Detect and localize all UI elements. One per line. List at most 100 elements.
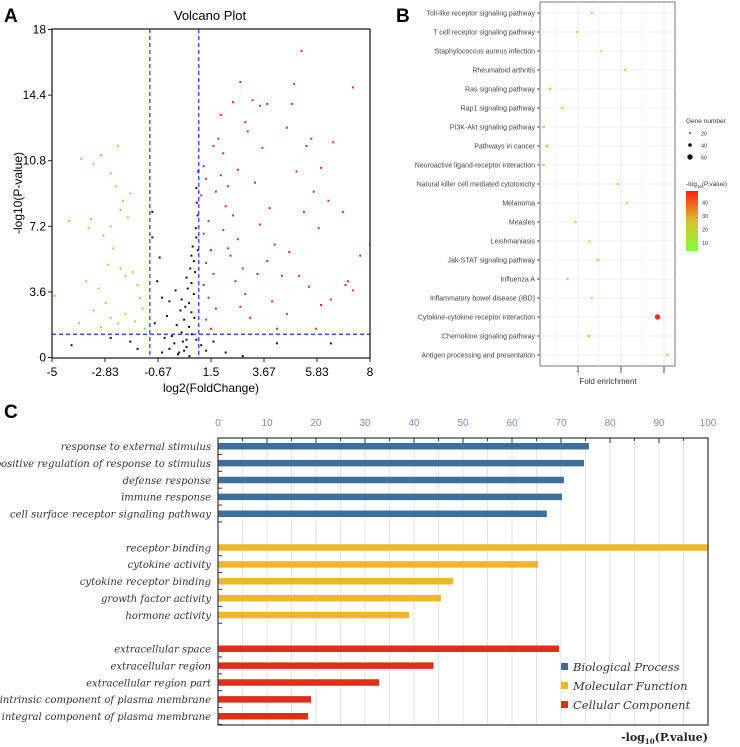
title-sub: 10	[697, 184, 703, 189]
title-part: (P.value)	[702, 181, 727, 188]
data-point-down	[80, 157, 83, 160]
data-point-up	[307, 285, 310, 288]
data-point-down	[107, 263, 110, 266]
category-label: cell surface receptor signaling pathway	[10, 510, 211, 521]
data-point-up	[254, 181, 257, 184]
category-label: Leishmaniasis	[491, 239, 536, 246]
data-point-not-significant	[329, 342, 332, 345]
legend-label: Molecular Function	[572, 679, 688, 693]
data-point-not-significant	[151, 210, 154, 213]
plot-frame	[217, 437, 709, 726]
bar	[218, 696, 312, 703]
data-point-up	[202, 283, 205, 286]
data-point-up	[290, 102, 293, 105]
category-label: cytokine activity	[128, 560, 212, 571]
data-point-not-significant	[193, 316, 196, 319]
data-point-not-significant	[163, 336, 166, 339]
category-label: Influenza A	[500, 277, 535, 284]
data-point-not-significant	[178, 351, 181, 354]
x-tick-label: -5	[47, 365, 58, 379]
size-legend-label: 60	[701, 156, 707, 162]
data-point-down	[85, 280, 88, 283]
data-point-not-significant	[212, 340, 215, 343]
data-point-down	[124, 313, 127, 316]
data-point-up	[320, 166, 323, 169]
data-point-not-significant	[205, 349, 208, 352]
data-point	[616, 182, 620, 186]
data-point-not-significant	[181, 340, 184, 343]
data-point-not-significant	[187, 302, 190, 305]
data-point	[587, 334, 591, 338]
data-point-up	[222, 229, 225, 232]
data-point-up	[241, 267, 244, 270]
data-point-up	[224, 205, 227, 208]
x-tick-label: 50	[457, 418, 469, 429]
data-point	[623, 68, 627, 72]
data-point-down	[53, 294, 56, 297]
data-point	[542, 163, 545, 167]
x-tick-label: 90	[653, 418, 665, 429]
data-point-down	[97, 287, 100, 290]
color-legend-label: 30	[702, 214, 708, 220]
data-point-not-significant	[192, 293, 195, 296]
data-point-up	[266, 260, 269, 263]
data-point-down	[117, 322, 120, 325]
data-point-up	[320, 303, 323, 306]
data-point-up	[202, 232, 205, 235]
category-label: Rheumatoid arthritis	[472, 68, 535, 75]
data-point-up	[239, 81, 242, 84]
data-point-up	[346, 280, 349, 283]
category-label: Toll-like receptor signaling pathway	[426, 11, 535, 18]
x-tick-label: 5.83	[305, 365, 329, 379]
category-label: Pathways in cancer	[474, 144, 535, 151]
size-legend-label: 20	[701, 132, 707, 138]
data-point-up	[219, 174, 222, 177]
data-point-down	[102, 234, 105, 237]
legend-swatch	[561, 701, 568, 708]
data-point-up	[280, 274, 283, 277]
data-point-not-significant	[190, 311, 193, 314]
y-tick-label: 0	[39, 351, 46, 365]
data-point-up	[227, 247, 230, 250]
data-point-down	[131, 271, 134, 274]
bar	[218, 679, 380, 686]
data-point-up	[351, 86, 354, 89]
data-point-up	[266, 102, 269, 105]
data-point-up	[251, 99, 254, 102]
data-point-not-significant	[161, 296, 164, 299]
data-point	[654, 314, 661, 320]
data-point-not-significant	[196, 214, 199, 217]
data-point-up	[249, 316, 252, 319]
data-point-up	[344, 283, 347, 286]
bar	[218, 594, 441, 602]
data-point-up	[300, 49, 303, 52]
data-point-not-significant	[195, 187, 198, 190]
category-label: extracellular region	[110, 661, 211, 672]
data-point-not-significant	[174, 289, 177, 292]
category-label: T cell receptor signaling pathway	[433, 30, 535, 37]
data-point-not-significant	[190, 333, 193, 336]
bar	[218, 662, 434, 669]
data-point-up	[244, 293, 247, 296]
data-point	[548, 87, 552, 91]
data-point-not-significant	[185, 276, 188, 279]
data-point-up	[205, 177, 208, 180]
data-point-down	[139, 296, 142, 299]
x-axis-label: log2(FoldChange)	[163, 381, 259, 395]
bar	[218, 713, 309, 720]
x-tick-label: -0.67	[144, 365, 172, 379]
data-point-up	[236, 168, 239, 171]
data-point-up	[200, 194, 203, 197]
panel-label: A	[4, 6, 18, 27]
data-point-not-significant	[180, 298, 183, 301]
data-point-not-significant	[189, 267, 192, 270]
data-point-not-significant	[190, 254, 193, 257]
data-point-down	[68, 219, 71, 222]
category-label: extracellular region part	[86, 678, 212, 689]
data-point	[599, 49, 603, 53]
data-point-down	[143, 327, 146, 330]
x-tick-label: 20	[310, 418, 322, 429]
x-tick-label: 1.5	[203, 365, 220, 379]
category-label: positive regulation of response to stimu…	[0, 459, 211, 470]
data-point-up	[232, 101, 235, 104]
